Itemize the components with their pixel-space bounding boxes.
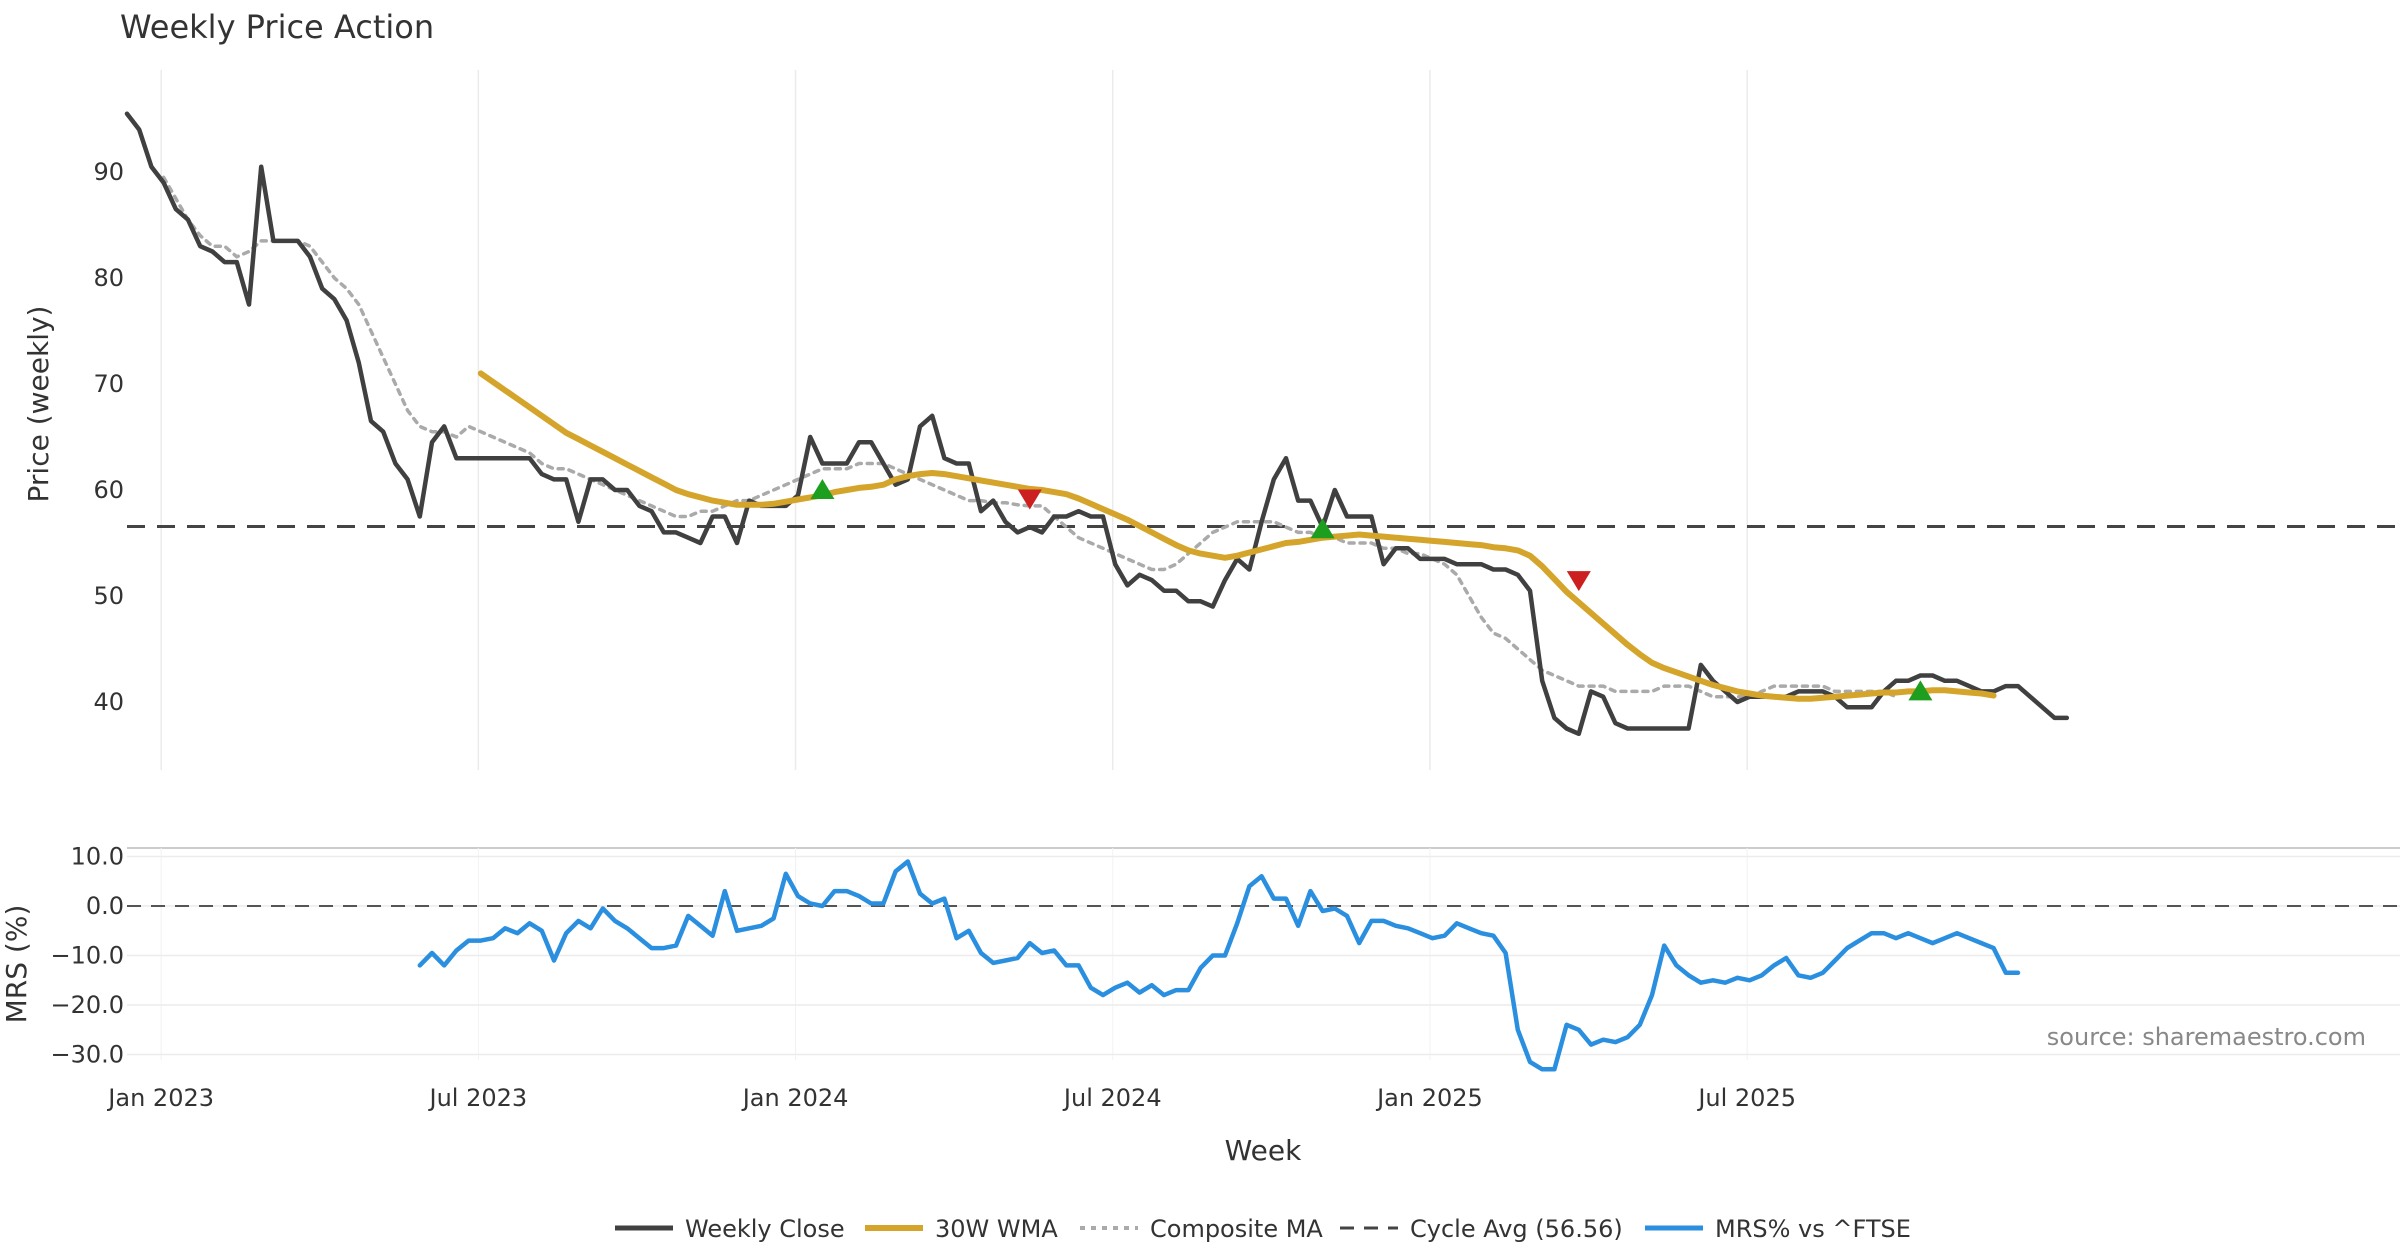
legend-label: 30W WMA (935, 1215, 1058, 1243)
mrs-y-tick-label: −20.0 (50, 991, 124, 1019)
legend-label: Cycle Avg (56.56) (1410, 1215, 1623, 1243)
mrs-y-tick-label: 10.0 (71, 843, 124, 871)
x-tick-label: Jul 2023 (428, 1084, 528, 1112)
mrs-y-ticks: 10.0 0.0 −10.0 −20.0 −30.0 (50, 843, 124, 1069)
sell-signal-marker (1566, 571, 1591, 592)
price-y-tick-label: 80 (93, 264, 124, 292)
price-y-tick-label: 50 (93, 582, 124, 610)
x-tick-label: Jul 2024 (1062, 1084, 1162, 1112)
mrs-grid (127, 848, 2400, 1060)
price-y-axis-label: Price (weekly) (22, 306, 55, 503)
legend-label: MRS% vs ^FTSE (1715, 1215, 1911, 1243)
buy-signal-marker (1908, 680, 1933, 701)
price-y-ticks: 90 80 70 60 50 40 (93, 158, 124, 716)
x-tick-label: Jul 2025 (1696, 1084, 1796, 1112)
x-tick-label: Jan 2025 (1375, 1084, 1483, 1112)
x-axis-ticks: Jan 2023 Jul 2023 Jan 2024 Jul 2024 Jan 2025… (106, 1084, 1796, 1112)
signal-markers (810, 479, 1933, 701)
x-axis-label: Week (1225, 1134, 1302, 1167)
buy-signal-marker (810, 479, 835, 499)
series-30w-wma (477, 370, 1997, 702)
x-tick-label: Jan 2024 (741, 1084, 849, 1112)
series-composite-ma (161, 175, 1898, 699)
mrs-y-tick-label: −10.0 (50, 942, 124, 970)
x-tick-label: Jan 2023 (106, 1084, 214, 1112)
mrs-y-axis-label: MRS (%) (0, 905, 33, 1024)
mrs-y-tick-label: 0.0 (86, 892, 124, 920)
price-y-tick-label: 40 (93, 688, 124, 716)
buy-signal-marker (1310, 518, 1335, 539)
series-mrs (417, 859, 2021, 1072)
price-y-tick-label: 70 (93, 370, 124, 398)
price-grid (160, 70, 1748, 770)
mrs-y-tick-label: −30.0 (50, 1041, 124, 1069)
price-series (124, 111, 2070, 737)
source-annotation: source: sharemaestro.com (2047, 1023, 2366, 1051)
legend-label: Composite MA (1150, 1215, 1323, 1243)
series-weekly-close (124, 111, 2070, 737)
legend-label: Weekly Close (685, 1215, 845, 1243)
chart-title: Weekly Price Action (120, 8, 434, 46)
price-y-tick-label: 60 (93, 476, 124, 504)
price-y-tick-label: 90 (93, 158, 124, 186)
legend: Weekly Close 30W WMA Composite MA Cycle Avg… (615, 1215, 1911, 1243)
sell-signal-marker (1017, 489, 1042, 510)
mrs-series (417, 859, 2021, 1072)
